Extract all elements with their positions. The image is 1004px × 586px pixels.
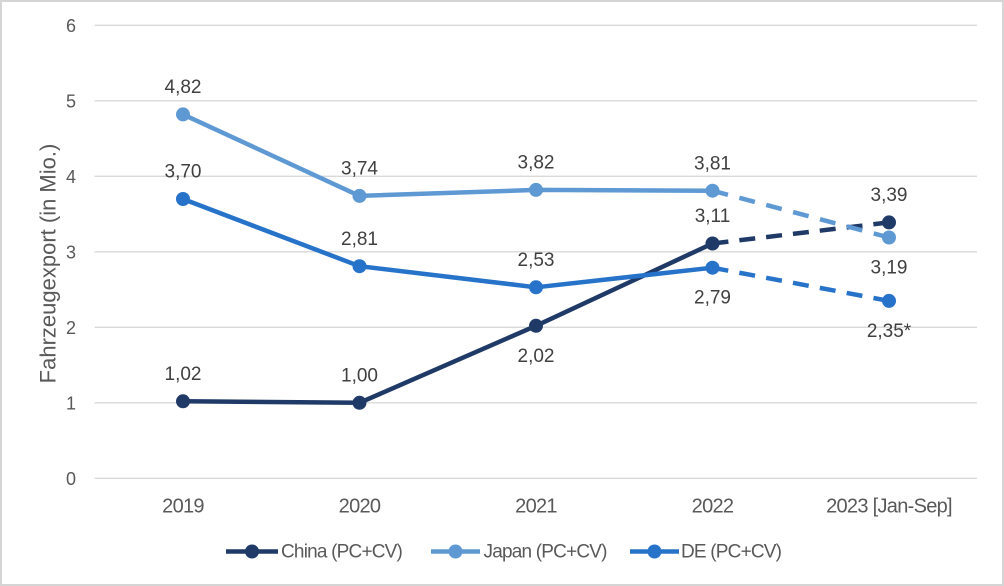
svg-text:4,82: 4,82: [165, 77, 202, 98]
svg-text:2023 [Jan-Sep]: 2023 [Jan-Sep]: [826, 496, 952, 518]
svg-text:2021: 2021: [515, 496, 557, 518]
svg-text:3,70: 3,70: [165, 162, 202, 183]
svg-text:2,02: 2,02: [518, 346, 555, 367]
svg-text:0: 0: [66, 469, 76, 489]
svg-text:1,02: 1,02: [165, 364, 202, 385]
svg-text:2,81: 2,81: [341, 229, 378, 250]
svg-text:3,81: 3,81: [694, 153, 731, 174]
svg-text:1: 1: [66, 393, 76, 413]
svg-text:DE (PC+CV): DE (PC+CV): [681, 542, 782, 563]
svg-text:2020: 2020: [339, 496, 381, 518]
svg-text:3: 3: [66, 242, 76, 262]
svg-text:3,39: 3,39: [871, 185, 908, 206]
svg-text:2,79: 2,79: [694, 288, 731, 309]
svg-text:2019: 2019: [162, 496, 204, 518]
svg-text:2,35*: 2,35*: [867, 321, 912, 342]
svg-text:5: 5: [66, 91, 76, 111]
svg-text:3,82: 3,82: [518, 153, 555, 174]
svg-text:1,00: 1,00: [341, 365, 378, 386]
svg-text:6: 6: [66, 16, 76, 36]
svg-text:2: 2: [66, 318, 76, 338]
svg-text:China (PC+CV): China (PC+CV): [281, 542, 403, 563]
svg-text:Fahrzeugexport (in Mio.): Fahrzeugexport (in Mio.): [36, 144, 61, 384]
svg-text:2022: 2022: [692, 496, 734, 518]
svg-text:Japan (PC+CV): Japan (PC+CV): [484, 542, 608, 563]
svg-text:3,11: 3,11: [695, 206, 731, 227]
svg-text:3,19: 3,19: [871, 258, 908, 279]
svg-text:4: 4: [66, 167, 76, 187]
svg-text:2,53: 2,53: [518, 250, 555, 271]
svg-text:3,74: 3,74: [341, 159, 378, 180]
